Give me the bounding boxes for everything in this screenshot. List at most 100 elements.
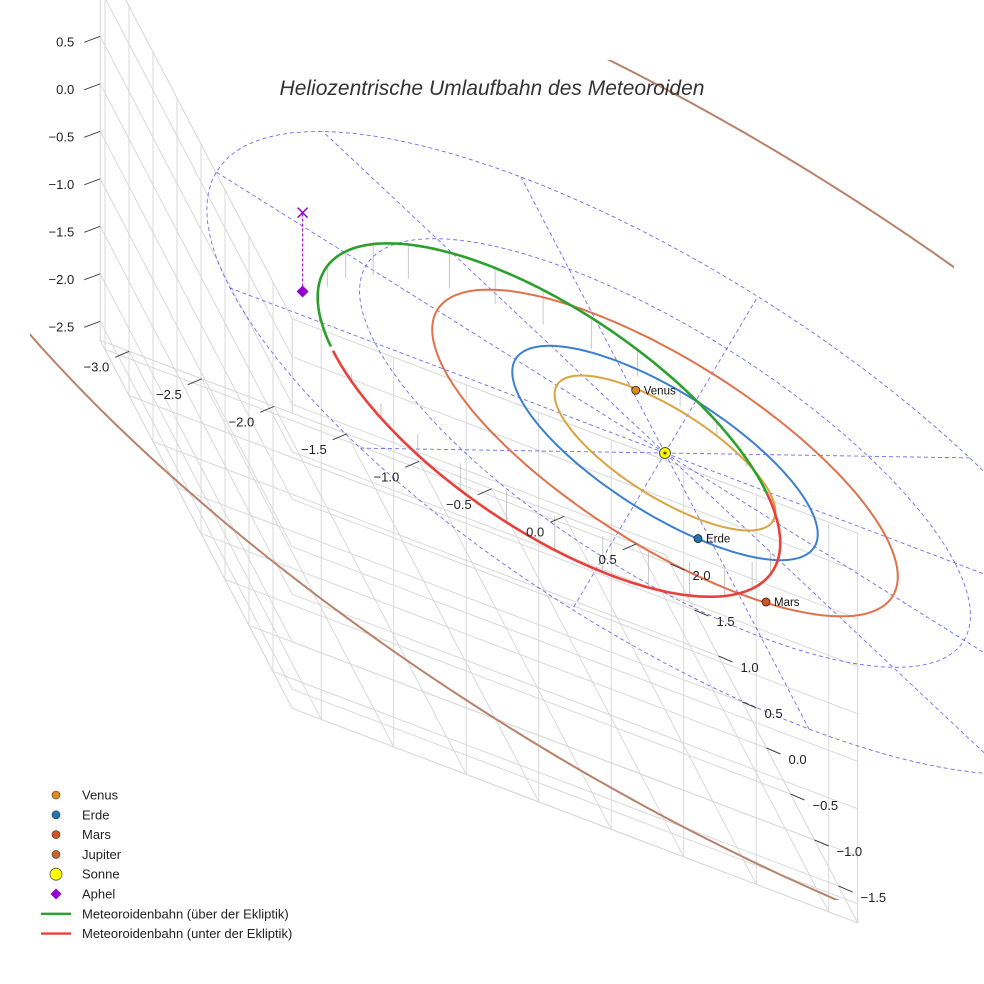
y-tick-label: 2.0 bbox=[693, 568, 711, 583]
meteoroid-orbit-below bbox=[331, 350, 782, 598]
legend-item: Jupiter bbox=[51, 847, 122, 862]
x-tick-mark bbox=[405, 460, 420, 468]
y-tick-label: −1.5 bbox=[861, 890, 887, 905]
sun-marker bbox=[659, 447, 671, 459]
z-tick-label: −2.5 bbox=[49, 319, 75, 334]
z-tick-mark bbox=[84, 35, 101, 43]
grid-line bbox=[292, 641, 858, 857]
legend-jupiter-label: Jupiter bbox=[82, 847, 122, 862]
marker-venus bbox=[631, 385, 641, 395]
y-tick-label: 1.5 bbox=[717, 614, 735, 629]
label-erde: Erde bbox=[706, 534, 730, 546]
z-tick-label: 0.0 bbox=[56, 82, 74, 97]
grid-line bbox=[418, 461, 612, 830]
x-tick-label: −0.5 bbox=[446, 497, 472, 512]
y-tick-label: 0.0 bbox=[789, 752, 807, 767]
z-tick-mark bbox=[84, 178, 101, 186]
grid-line bbox=[99, 83, 293, 453]
legend-mars-swatch bbox=[51, 830, 61, 839]
legend-venus-swatch bbox=[51, 790, 61, 800]
z-tick-label: −1.0 bbox=[49, 177, 75, 192]
y-tick-label: 0.5 bbox=[765, 706, 783, 721]
chart-title: Heliozentrische Umlaufbahn des Meteoroid… bbox=[280, 77, 705, 100]
axis-grid bbox=[99, 0, 858, 913]
y-tick-mark bbox=[718, 655, 733, 663]
grid-line bbox=[292, 356, 858, 572]
y-tick-mark bbox=[670, 563, 685, 571]
legend-aphel-swatch bbox=[50, 888, 62, 900]
x-tick-mark bbox=[622, 543, 637, 551]
x-tick-label: −1.5 bbox=[301, 442, 327, 457]
legend: Venus Erde Mars Jupiter Sonne Aphel Meteoroide… bbox=[41, 788, 292, 941]
x-tick-mark bbox=[332, 433, 347, 441]
grid-line bbox=[292, 546, 858, 762]
grid-line bbox=[99, 273, 293, 643]
grid-line bbox=[292, 593, 858, 810]
legend-item: Meteoroidenbahn (unter der Ekliptik) bbox=[41, 926, 292, 941]
ecliptic-spoke bbox=[664, 452, 810, 730]
y-tick-mark bbox=[838, 885, 853, 893]
aphel-marker bbox=[296, 285, 309, 298]
grid-line bbox=[273, 406, 467, 775]
legend-item: Aphel bbox=[50, 887, 115, 902]
meteoroid-orbit-above bbox=[316, 242, 769, 495]
x-tick-label: −2.0 bbox=[229, 414, 255, 429]
label-mars: Mars bbox=[774, 597, 800, 609]
grid-line bbox=[292, 498, 858, 715]
grid-line bbox=[99, 131, 293, 500]
floor bbox=[99, 339, 859, 924]
legend-item: Venus bbox=[51, 788, 119, 803]
legend-item: Mars bbox=[51, 827, 111, 842]
grid-line bbox=[176, 487, 743, 703]
orbit-drop-lines bbox=[317, 244, 780, 596]
legend-venus-label: Venus bbox=[82, 788, 119, 803]
y-tick-label: −0.5 bbox=[813, 798, 839, 813]
grid-line bbox=[636, 543, 830, 913]
orbit-mars bbox=[431, 288, 899, 618]
legend-mars-label: Mars bbox=[82, 827, 111, 842]
ecliptic-spoke bbox=[664, 452, 984, 754]
grid-line bbox=[104, 349, 671, 565]
legend-item: Erde bbox=[51, 807, 109, 822]
y-tick-mark bbox=[790, 793, 805, 801]
x-tick-mark bbox=[187, 378, 202, 386]
grid-line bbox=[200, 533, 767, 749]
legend-sonne-label: Sonne bbox=[82, 867, 120, 882]
z-tick-label: 1.0 bbox=[56, 0, 74, 2]
aphel-projection-marker bbox=[297, 207, 309, 219]
meteoroid-orbit bbox=[316, 242, 782, 598]
legend-erde-swatch bbox=[51, 810, 61, 820]
grid-line bbox=[152, 441, 719, 657]
grid-line bbox=[272, 671, 839, 887]
legend-sonne-swatch bbox=[49, 867, 63, 881]
legend-erde-label: Erde bbox=[82, 807, 109, 822]
grid-line bbox=[292, 688, 858, 905]
z-tick-mark bbox=[84, 83, 101, 91]
grid-line bbox=[99, 321, 293, 690]
z-tick-mark bbox=[84, 320, 101, 328]
orbit-venus bbox=[553, 374, 777, 532]
grid-line bbox=[491, 488, 685, 858]
x-tick-label: 0.0 bbox=[526, 524, 544, 539]
axis-ticks: −3.0 −2.5 −2.0 −1.5 −1.0 −0.5 0.0 0.5 2.0 1.5 1.0 0… bbox=[49, 0, 887, 905]
y-tick-mark bbox=[742, 701, 757, 709]
y-tick-mark bbox=[766, 747, 781, 755]
ecliptic-spoke bbox=[664, 296, 759, 454]
grid-line bbox=[563, 516, 757, 885]
label-venus: Venus bbox=[644, 385, 676, 397]
ecliptic-spoke bbox=[571, 452, 666, 610]
legend-jupiter-swatch bbox=[51, 850, 61, 859]
z-tick-label: −1.5 bbox=[49, 224, 75, 239]
z-tick-label: −2.0 bbox=[49, 272, 75, 287]
ecliptic-spoke bbox=[664, 452, 970, 459]
grid-line bbox=[99, 178, 293, 548]
x-tick-mark bbox=[550, 515, 565, 523]
marker-mars bbox=[761, 597, 771, 607]
legend-meteoroidenbahn-unter-der-ekliptik-label: Meteoroidenbahn (unter der Ekliptik) bbox=[82, 926, 292, 941]
legend-meteoroidenbahn-über-der-ekliptik-label: Meteoroidenbahn (über der Ekliptik) bbox=[82, 906, 289, 921]
grid-line bbox=[105, 0, 293, 358]
y-tick-mark bbox=[694, 609, 709, 617]
legend-item: Sonne bbox=[49, 867, 120, 882]
